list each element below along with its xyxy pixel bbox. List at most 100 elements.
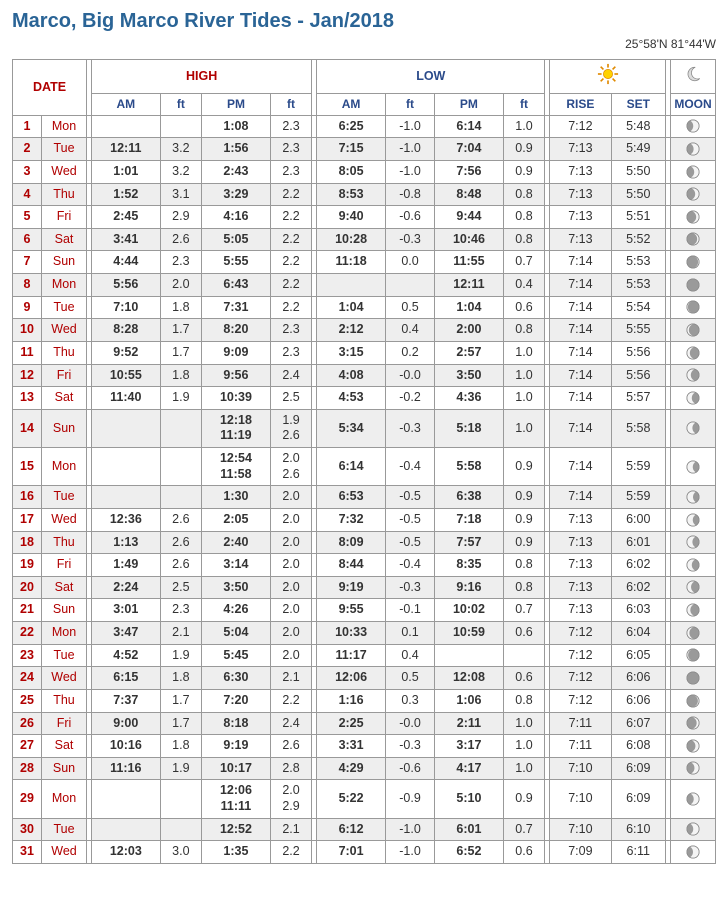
day-label: Mon	[42, 115, 87, 138]
sunrise: 7:14	[550, 251, 611, 274]
low-am: 6:53	[317, 486, 386, 509]
moon-phase	[671, 780, 716, 818]
moon-phase	[671, 599, 716, 622]
moon-phase	[671, 622, 716, 645]
table-row: 5Fri2:452.94:162.29:40-0.69:440.87:135:5…	[13, 206, 716, 229]
moon-phase-icon	[686, 671, 700, 685]
high-pm-ft: 2.2	[270, 689, 312, 712]
day-number: 29	[13, 780, 42, 818]
low-pm: 5:18	[435, 409, 504, 447]
table-row: 2Tue12:113.21:562.37:15-1.07:040.97:135:…	[13, 138, 716, 161]
high-am-ft: 2.6	[160, 508, 202, 531]
high-pm-ft: 2.2	[270, 206, 312, 229]
table-row: 1Mon1:082.36:25-1.06:141.07:125:48	[13, 115, 716, 138]
sunrise: 7:12	[550, 622, 611, 645]
moon-phase	[671, 757, 716, 780]
moon-phase	[671, 296, 716, 319]
moon-phase	[671, 486, 716, 509]
sunset: 6:06	[611, 689, 666, 712]
high-pm-ft: 2.1	[270, 667, 312, 690]
table-row: 28Sun11:161.910:172.84:29-0.64:171.07:10…	[13, 757, 716, 780]
moon-phase-icon	[686, 580, 700, 594]
high-am: 9:52	[92, 341, 161, 364]
high-pm: 2:43	[202, 160, 271, 183]
low-am: 8:05	[317, 160, 386, 183]
high-am-ft: 2.6	[160, 228, 202, 251]
high-pm-ft: 2.4	[270, 364, 312, 387]
low-am: 12:06	[317, 667, 386, 690]
col-high-pmft: ft	[270, 93, 312, 115]
table-row: 16Tue1:302.06:53-0.56:380.97:145:59	[13, 486, 716, 509]
high-pm: 9:56	[202, 364, 271, 387]
low-pm-ft: 0.6	[503, 667, 545, 690]
day-number: 30	[13, 818, 42, 841]
sunset: 5:52	[611, 228, 666, 251]
col-low-am: AM	[317, 93, 386, 115]
sun-icon	[597, 63, 619, 85]
sunrise: 7:14	[550, 448, 611, 486]
high-pm-ft: 2.3	[270, 115, 312, 138]
high-am-ft: 2.6	[160, 531, 202, 554]
low-am: 8:09	[317, 531, 386, 554]
high-pm: 1:30	[202, 486, 271, 509]
moon-phase	[671, 341, 716, 364]
table-row: 29Mon12:0611:112.02.95:22-0.95:100.97:10…	[13, 780, 716, 818]
high-am: 12:11	[92, 138, 161, 161]
high-am-ft: 2.3	[160, 599, 202, 622]
table-row: 17Wed12:362.62:052.07:32-0.57:180.97:136…	[13, 508, 716, 531]
day-number: 19	[13, 554, 42, 577]
low-pm: 2:57	[435, 341, 504, 364]
moon-phase-icon	[686, 391, 700, 405]
day-label: Tue	[42, 644, 87, 667]
high-am-ft: 3.0	[160, 841, 202, 864]
high-am: 3:47	[92, 622, 161, 645]
moon-phase	[671, 689, 716, 712]
low-am: 11:18	[317, 251, 386, 274]
sunset: 6:02	[611, 554, 666, 577]
day-number: 27	[13, 735, 42, 758]
day-label: Mon	[42, 780, 87, 818]
low-pm-ft: 0.7	[503, 599, 545, 622]
day-number: 25	[13, 689, 42, 712]
high-pm-ft: 2.3	[270, 319, 312, 342]
high-am-ft	[160, 409, 202, 447]
high-am	[92, 780, 161, 818]
high-am: 10:16	[92, 735, 161, 758]
high-pm: 5:55	[202, 251, 271, 274]
day-number: 8	[13, 274, 42, 297]
day-number: 4	[13, 183, 42, 206]
day-number: 21	[13, 599, 42, 622]
high-pm: 3:14	[202, 554, 271, 577]
low-pm-ft: 0.9	[503, 160, 545, 183]
low-am: 2:12	[317, 319, 386, 342]
low-pm-ft: 0.8	[503, 228, 545, 251]
low-pm-ft: 0.8	[503, 319, 545, 342]
low-pm-ft: 1.0	[503, 364, 545, 387]
day-number: 16	[13, 486, 42, 509]
high-am-ft: 2.9	[160, 206, 202, 229]
moon-phase	[671, 364, 716, 387]
low-am: 5:34	[317, 409, 386, 447]
sunrise: 7:13	[550, 138, 611, 161]
low-am-ft	[385, 274, 434, 297]
col-low: LOW	[317, 60, 545, 94]
col-moon-icon	[671, 60, 716, 94]
sunrise: 7:10	[550, 757, 611, 780]
day-number: 9	[13, 296, 42, 319]
low-pm-ft: 0.6	[503, 841, 545, 864]
high-am-ft	[160, 486, 202, 509]
day-number: 7	[13, 251, 42, 274]
low-am-ft: 0.1	[385, 622, 434, 645]
day-number: 3	[13, 160, 42, 183]
low-am: 5:22	[317, 780, 386, 818]
sunrise: 7:12	[550, 644, 611, 667]
sunset: 5:55	[611, 319, 666, 342]
high-pm-ft: 2.0	[270, 599, 312, 622]
high-pm-ft: 2.3	[270, 138, 312, 161]
high-am-ft: 2.3	[160, 251, 202, 274]
high-am: 1:01	[92, 160, 161, 183]
sunset: 6:04	[611, 622, 666, 645]
sunrise: 7:14	[550, 341, 611, 364]
high-pm: 3:29	[202, 183, 271, 206]
low-pm-ft: 0.6	[503, 296, 545, 319]
